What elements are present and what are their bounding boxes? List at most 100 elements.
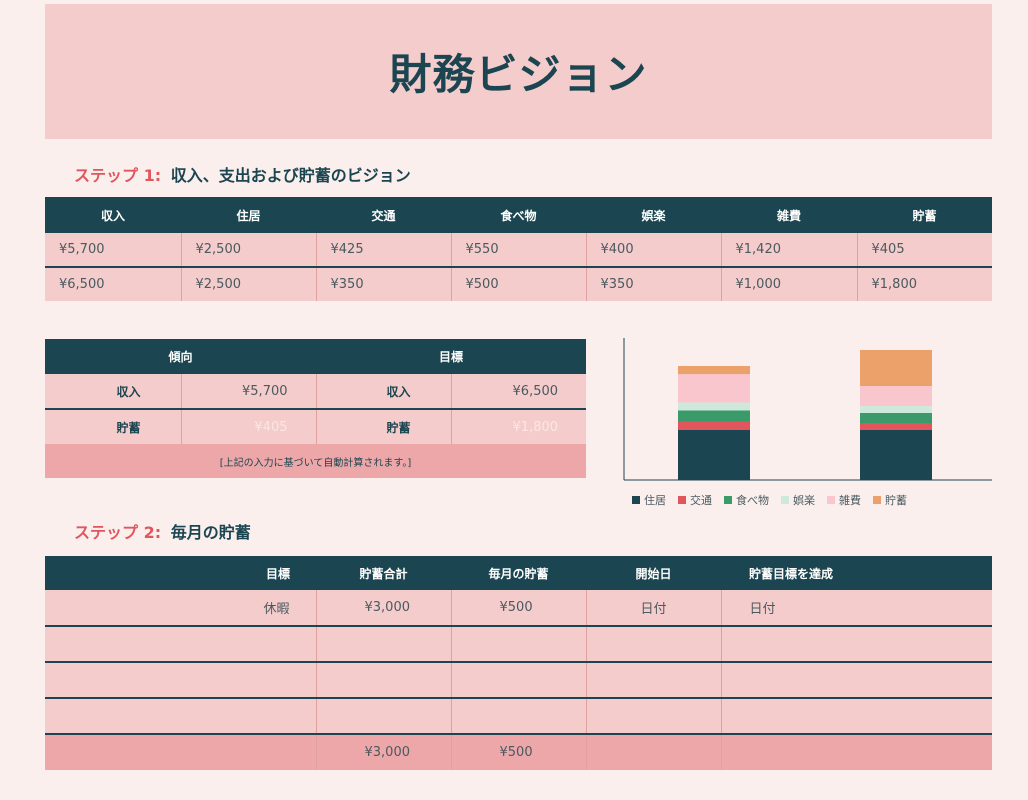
legend-swatch — [873, 496, 881, 504]
goal-income-label: 収入 — [316, 374, 452, 410]
cell-income[interactable]: ¥6,500 — [45, 267, 182, 301]
trend-goal-table: 傾向 目標 収入 ¥5,700 収入 ¥6,500 貯蓄 ¥405 貯蓄 ¥1,… — [45, 339, 587, 478]
header-goal: 目標 — [45, 556, 316, 590]
bar-segment-1-4 — [678, 402, 750, 411]
bar-segment-1-2 — [678, 421, 750, 430]
table-row: 収入 ¥5,700 収入 ¥6,500 — [45, 374, 587, 410]
table-row: ¥6,500 ¥2,500 ¥350 ¥500 ¥350 ¥1,000 ¥1,8… — [45, 267, 992, 301]
legend-label: 雑費 — [839, 494, 861, 507]
cell-food[interactable]: ¥500 — [451, 267, 587, 301]
bar-segment-1-3 — [678, 410, 750, 422]
cell-goal[interactable] — [45, 626, 317, 663]
legend-swatch — [781, 496, 789, 504]
cell-goal[interactable]: 休暇 — [45, 590, 317, 627]
cell-monthly-savings[interactable] — [451, 662, 587, 699]
cell-entertainment[interactable]: ¥350 — [586, 267, 722, 301]
trend-savings-label: 貯蓄 — [45, 409, 182, 444]
cell-start-date[interactable]: 日付 — [586, 590, 722, 627]
cell-total-savings[interactable] — [316, 662, 452, 699]
bar-segment-1-5 — [678, 374, 750, 403]
chart-bars — [678, 350, 932, 480]
header-entertainment: 娯楽 — [586, 197, 721, 233]
total-row: ¥3,000 ¥500 — [45, 734, 992, 770]
cell-total-savings[interactable]: ¥3,000 — [316, 590, 452, 627]
table-row — [45, 626, 992, 663]
step1-title: 収入、支出および貯蓄のビジョン — [170, 166, 411, 185]
cell-goal[interactable] — [45, 662, 317, 699]
bar-segment-2-4 — [860, 406, 932, 413]
legend-item: 娯楽 — [781, 492, 815, 508]
cell-housing[interactable]: ¥2,500 — [181, 267, 317, 301]
cell-start-date[interactable] — [586, 662, 722, 699]
monthly-savings-table: 目標 貯蓄合計 毎月の貯蓄 開始日 貯蓄目標を達成 休暇 ¥3,000 ¥500… — [45, 556, 992, 770]
cell-savings[interactable]: ¥405 — [857, 233, 992, 268]
cell-start-date[interactable] — [586, 698, 722, 735]
total-empty — [586, 734, 722, 770]
cell-savings[interactable]: ¥1,800 — [857, 267, 992, 301]
legend-item: 貯蓄 — [873, 492, 907, 508]
cell-misc[interactable]: ¥1,420 — [721, 233, 858, 268]
cell-total-savings[interactable] — [316, 698, 452, 735]
title-band: 財務ビジョン — [45, 4, 992, 139]
goal-savings-value: ¥1,800 — [451, 409, 587, 444]
bar-segment-2-3 — [860, 413, 932, 423]
step1-heading: ステップ 1: 収入、支出および貯蓄のビジョン — [74, 162, 411, 186]
header-savings: 貯蓄 — [857, 197, 992, 233]
goal-savings-label: 貯蓄 — [316, 409, 452, 444]
bar-segment-1-1 — [678, 430, 750, 480]
header-total-savings: 貯蓄合計 — [316, 556, 451, 590]
header-trend: 傾向 — [45, 339, 317, 374]
cell-monthly-savings[interactable] — [451, 626, 587, 663]
cell-entertainment[interactable]: ¥400 — [586, 233, 722, 268]
cell-goal-achieved[interactable] — [721, 698, 992, 735]
step2-title: 毎月の貯蓄 — [170, 523, 251, 542]
bar-segment-2-2 — [860, 423, 932, 430]
cell-housing[interactable]: ¥2,500 — [181, 233, 317, 268]
cell-start-date[interactable] — [586, 626, 722, 663]
cell-goal[interactable] — [45, 698, 317, 735]
table-row: 貯蓄 ¥405 貯蓄 ¥1,800 — [45, 409, 587, 444]
step1-label: ステップ 1: — [74, 166, 162, 185]
legend-label: 食べ物 — [736, 494, 769, 507]
page-title: 財務ビジョン — [389, 50, 648, 99]
income-expense-table: 収入 住居 交通 食べ物 娯楽 雑費 貯蓄 ¥5,700 ¥2,500 ¥425… — [45, 197, 992, 301]
bar-segment-2-5 — [860, 386, 932, 406]
cell-goal-achieved[interactable] — [721, 626, 992, 663]
cell-monthly-savings[interactable]: ¥500 — [451, 590, 587, 627]
cell-food[interactable]: ¥550 — [451, 233, 587, 268]
auto-calc-note: [上記の入力に基づいて自動計算されます。] — [45, 444, 587, 478]
header-goal: 目標 — [316, 339, 587, 374]
cell-income[interactable]: ¥5,700 — [45, 233, 182, 268]
table-row: ¥5,700 ¥2,500 ¥425 ¥550 ¥400 ¥1,420 ¥405 — [45, 233, 992, 268]
legend-swatch — [678, 496, 686, 504]
trend-income-value: ¥5,700 — [181, 374, 317, 410]
header-start-date: 開始日 — [586, 556, 721, 590]
cell-total-savings[interactable] — [316, 626, 452, 663]
bar-segment-1-6 — [678, 366, 750, 375]
total-savings-sum: ¥3,000 — [316, 734, 452, 770]
legend-item: 住居 — [632, 492, 666, 508]
stacked-bar-chart — [623, 338, 992, 481]
legend-item: 雑費 — [827, 492, 861, 508]
goal-income-value: ¥6,500 — [451, 374, 587, 410]
total-empty — [721, 734, 992, 770]
table-row — [45, 698, 992, 735]
header-misc: 雑費 — [721, 197, 857, 233]
legend-swatch — [827, 496, 835, 504]
legend-swatch — [632, 496, 640, 504]
cell-transport[interactable]: ¥425 — [316, 233, 452, 268]
cell-goal-achieved[interactable]: 日付 — [721, 590, 992, 627]
cell-monthly-savings[interactable] — [451, 698, 587, 735]
bar-segment-2-1 — [860, 430, 932, 480]
header-housing: 住居 — [181, 197, 316, 233]
cell-misc[interactable]: ¥1,000 — [721, 267, 858, 301]
chart-legend: 住居 交通 食べ物 娯楽 雑費 貯蓄 — [632, 492, 907, 508]
cell-goal-achieved[interactable] — [721, 662, 992, 699]
cell-transport[interactable]: ¥350 — [316, 267, 452, 301]
header-goal-achieved: 貯蓄目標を達成 — [721, 556, 992, 590]
legend-label: 貯蓄 — [885, 494, 907, 507]
trend-income-label: 収入 — [45, 374, 182, 410]
table-row: 休暇 ¥3,000 ¥500 日付 日付 — [45, 590, 992, 627]
legend-label: 娯楽 — [793, 494, 815, 507]
legend-label: 交通 — [690, 494, 712, 507]
